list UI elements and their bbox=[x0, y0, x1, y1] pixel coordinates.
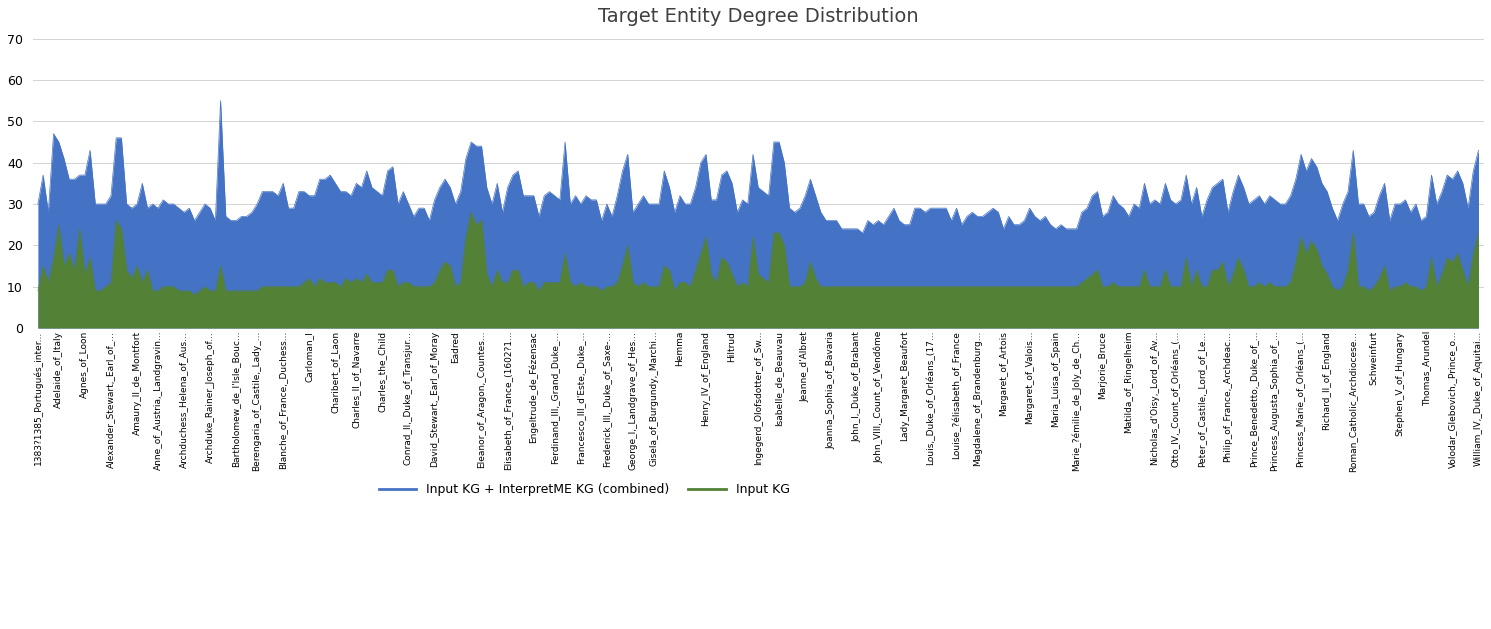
Legend: Input KG + InterpretME KG (combined), Input KG: Input KG + InterpretME KG (combined), In… bbox=[374, 478, 795, 501]
Title: Target Entity Degree Distribution: Target Entity Degree Distribution bbox=[598, 7, 918, 26]
